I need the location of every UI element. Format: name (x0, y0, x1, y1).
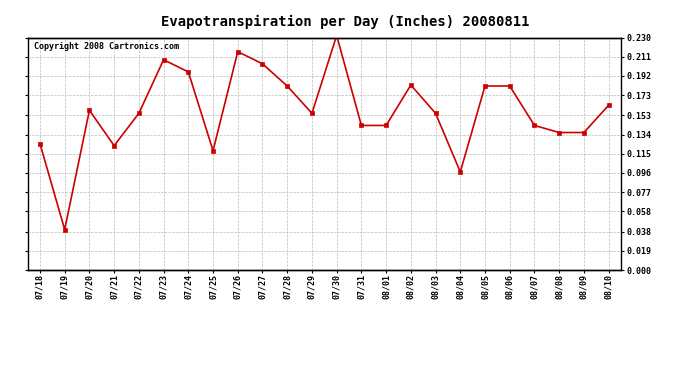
Text: Evapotranspiration per Day (Inches) 20080811: Evapotranspiration per Day (Inches) 2008… (161, 15, 529, 29)
Text: Copyright 2008 Cartronics.com: Copyright 2008 Cartronics.com (34, 42, 179, 51)
